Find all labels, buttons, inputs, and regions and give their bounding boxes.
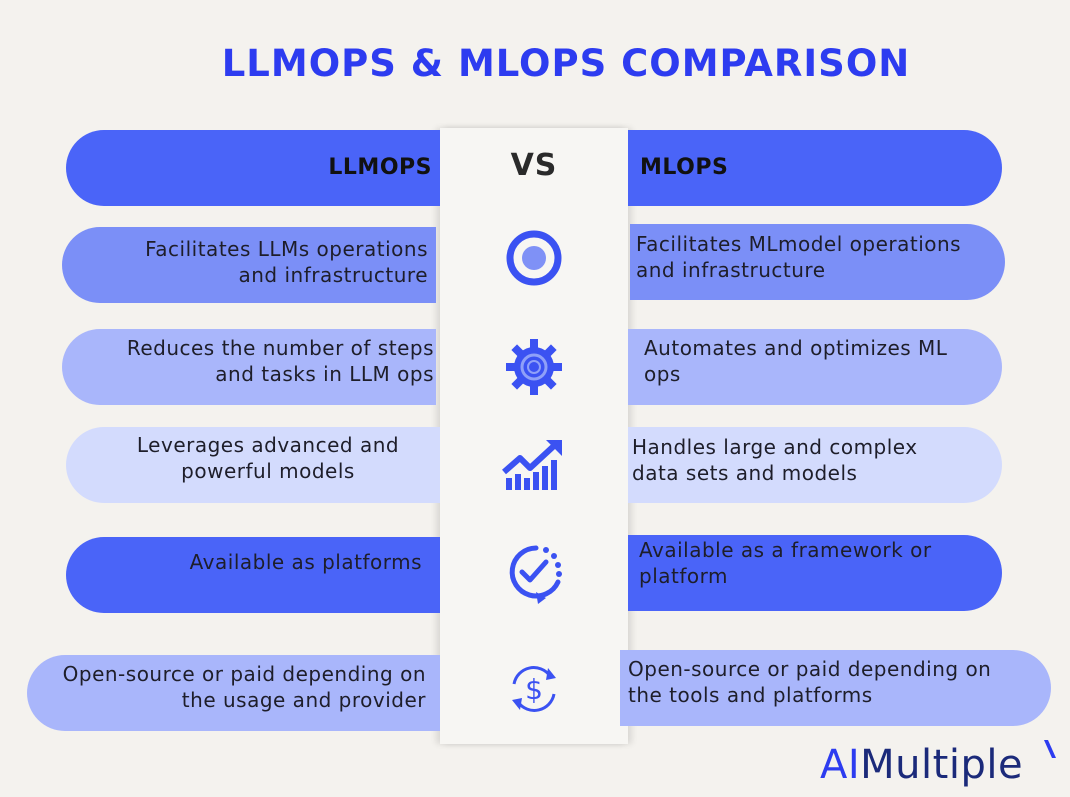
mlops-row-1: Facilitates MLmodel operations and infra… (630, 224, 1005, 300)
page-title: LLMOPS & MLOPS COMPARISON (221, 42, 911, 85)
llmops-row-2: Reduces the number of steps and tasks in… (62, 329, 436, 405)
mlops-header-label: MLOPS (640, 155, 729, 180)
logo-multiple-text: Multiple (860, 742, 1024, 788)
logo-ai-text: AI (820, 742, 861, 788)
llmops-row-1-text: Facilitates LLMs operations and infrastr… (145, 237, 428, 287)
llmops-row-5: Open-source or paid depending on the usa… (27, 655, 440, 731)
mlops-header: MLOPS (628, 130, 1002, 206)
llmops-header: LLMOPS (66, 130, 440, 206)
progress-check-icon (509, 545, 562, 604)
llmops-row-5-text: Open-source or paid depending on the usa… (62, 662, 426, 712)
growth-chart-icon (502, 440, 562, 490)
dollar-cycle-icon: $ (512, 666, 556, 712)
logo-mark-icon (1044, 740, 1056, 758)
mlops-row-3: Handles large and complex data sets and … (628, 427, 1002, 503)
llmops-header-label: LLMOPS (328, 155, 432, 180)
mlops-row-1-text: Facilitates MLmodel operations and infra… (636, 232, 962, 282)
mlops-row-3-text: Handles large and complex data sets and … (632, 435, 918, 485)
vs-label: VS (510, 148, 558, 183)
mlops-row-4-text: Available as a framework or platform (639, 538, 932, 588)
svg-text:$: $ (525, 673, 543, 706)
mlops-row-5-text: Open-source or paid depending on the too… (628, 657, 992, 707)
target-icon (506, 230, 562, 286)
llmops-row-3-text: Leverages advanced and powerful models (136, 433, 400, 483)
aimultiple-logo: AIMultiple (820, 742, 1023, 788)
mlops-row-5: Open-source or paid depending on the too… (620, 650, 1051, 726)
llmops-row-4: Available as platforms (66, 537, 440, 613)
mlops-row-2: Automates and optimizes ML ops (628, 329, 1002, 405)
mlops-row-4: Available as a framework or platform (628, 535, 1002, 611)
mlops-row-2-text: Automates and optimizes ML ops (644, 336, 948, 386)
llmops-row-2-text: Reduces the number of steps and tasks in… (126, 336, 434, 386)
llmops-row-4-text: Available as platforms (189, 550, 422, 574)
llmops-row-1: Facilitates LLMs operations and infrastr… (62, 227, 436, 303)
llmops-row-3: Leverages advanced and powerful models (66, 427, 440, 503)
gear-icon (506, 339, 562, 395)
